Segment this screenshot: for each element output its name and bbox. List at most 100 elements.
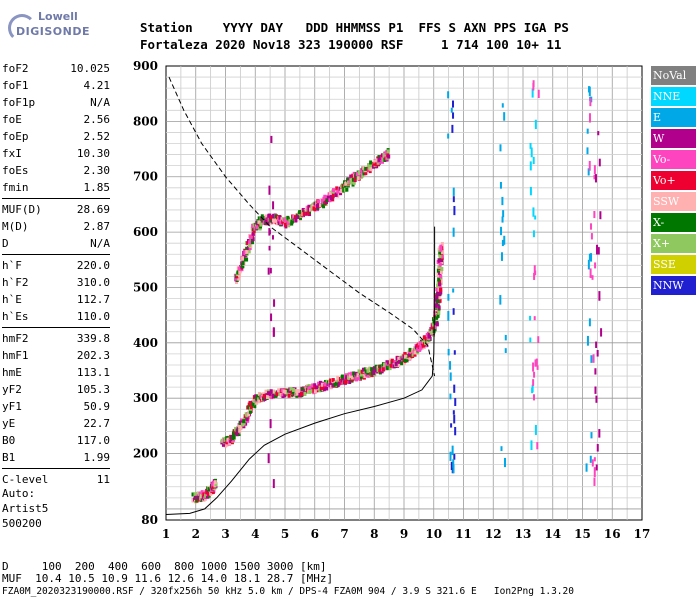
echo-point bbox=[313, 383, 317, 388]
echo-point bbox=[309, 207, 313, 212]
noise-point bbox=[597, 131, 600, 136]
echo-point bbox=[307, 386, 311, 391]
parameter-row: foF2 10.025 bbox=[2, 60, 110, 77]
echo-point bbox=[272, 389, 276, 394]
echo-point bbox=[283, 393, 287, 398]
parameter-row: B0 117.0 bbox=[2, 432, 110, 449]
noise-point bbox=[600, 328, 603, 337]
logo-arc-icon bbox=[8, 14, 36, 42]
echo-point bbox=[375, 158, 379, 163]
echo-point bbox=[226, 437, 230, 442]
echo-point bbox=[286, 388, 290, 393]
echo-point bbox=[308, 389, 312, 394]
echo-point bbox=[204, 493, 208, 498]
noise-point bbox=[532, 207, 535, 217]
noise-point bbox=[501, 239, 504, 247]
echo-point bbox=[237, 266, 241, 271]
parameter-value: 117.0 bbox=[76, 434, 110, 447]
parameter-value: 1.85 bbox=[83, 181, 111, 194]
echo-point bbox=[372, 161, 376, 166]
parameter-row: fmin 1.85 bbox=[2, 179, 110, 196]
x-tick-label: 1 bbox=[162, 527, 170, 541]
parameter-row: hmE 113.1 bbox=[2, 364, 110, 381]
noise-point bbox=[589, 455, 592, 463]
echo-point bbox=[245, 246, 249, 251]
noise-point bbox=[595, 464, 598, 471]
echo-point bbox=[383, 362, 387, 367]
echo-point bbox=[300, 387, 304, 392]
y-tick-label: 600 bbox=[133, 225, 158, 239]
echo-point bbox=[251, 237, 255, 242]
noise-point bbox=[593, 175, 596, 180]
noise-point bbox=[269, 267, 272, 274]
echo-point bbox=[359, 168, 363, 173]
echo-point bbox=[440, 241, 444, 246]
echo-point bbox=[362, 165, 366, 170]
noise-point bbox=[499, 181, 502, 189]
echo-point bbox=[394, 361, 398, 366]
echo-point bbox=[288, 218, 292, 223]
echo-point bbox=[390, 358, 394, 363]
echo-point bbox=[245, 249, 249, 254]
x-tick-label: 8 bbox=[370, 527, 378, 541]
noise-point bbox=[591, 459, 594, 467]
echo-point bbox=[370, 371, 374, 376]
auto-label: Auto: bbox=[2, 487, 36, 500]
echo-point bbox=[320, 382, 324, 387]
noise-point bbox=[531, 88, 534, 98]
x-tick-label: 15 bbox=[574, 527, 591, 541]
x-tick-label: 2 bbox=[192, 527, 200, 541]
noise-point bbox=[504, 334, 507, 341]
echo-point bbox=[428, 333, 432, 338]
echo-point bbox=[296, 214, 300, 219]
echo-point bbox=[235, 430, 239, 435]
noise-point bbox=[585, 463, 588, 472]
echo-point bbox=[354, 371, 358, 376]
echo-point bbox=[403, 351, 407, 356]
echo-point bbox=[381, 365, 385, 370]
echo-point bbox=[350, 177, 354, 182]
noise-point bbox=[450, 107, 453, 113]
echo-point bbox=[266, 394, 270, 399]
noise-point bbox=[272, 201, 275, 210]
echo-point bbox=[289, 386, 293, 391]
echo-point bbox=[440, 260, 444, 265]
parameter-name: C-level bbox=[2, 473, 49, 486]
echo-point bbox=[437, 258, 441, 263]
echo-point bbox=[372, 164, 376, 169]
noise-point bbox=[534, 119, 537, 130]
header-fields: Station YYYY DAY DDD HHMMSS P1 FFS S AXN… bbox=[140, 20, 569, 35]
noise-point bbox=[452, 459, 455, 468]
parameter-separator bbox=[2, 468, 110, 469]
echo-point bbox=[337, 381, 341, 386]
echo-point bbox=[339, 189, 343, 194]
echo-point bbox=[250, 240, 254, 245]
noise-point bbox=[530, 147, 533, 158]
echo-point bbox=[369, 167, 373, 172]
parameter-row: B1 1.99 bbox=[2, 449, 110, 466]
echo-point bbox=[320, 386, 324, 391]
echo-point bbox=[329, 380, 333, 385]
noise-point bbox=[590, 233, 593, 240]
echo-point bbox=[301, 391, 305, 396]
echo-point bbox=[247, 249, 251, 254]
echo-point bbox=[198, 491, 202, 496]
noise-point bbox=[593, 467, 596, 478]
echo-point bbox=[333, 382, 337, 387]
parameter-value: 339.8 bbox=[76, 332, 110, 345]
x-tick-label: 10 bbox=[425, 527, 442, 541]
parameter-row: hmF1 202.3 bbox=[2, 347, 110, 364]
electron-density-profile bbox=[165, 226, 436, 515]
parameter-name: MUF(D) bbox=[2, 203, 42, 216]
noise-point bbox=[453, 205, 456, 216]
echo-point bbox=[349, 174, 353, 179]
echo-point bbox=[388, 366, 392, 371]
echo-point bbox=[404, 354, 408, 359]
echo-point bbox=[438, 253, 442, 258]
echo-point bbox=[248, 409, 252, 414]
legend-item: SSE bbox=[651, 255, 696, 274]
noise-point bbox=[537, 336, 540, 343]
echo-point bbox=[340, 184, 344, 189]
echo-point bbox=[205, 490, 209, 495]
auto-program: Artist5 bbox=[2, 502, 49, 515]
